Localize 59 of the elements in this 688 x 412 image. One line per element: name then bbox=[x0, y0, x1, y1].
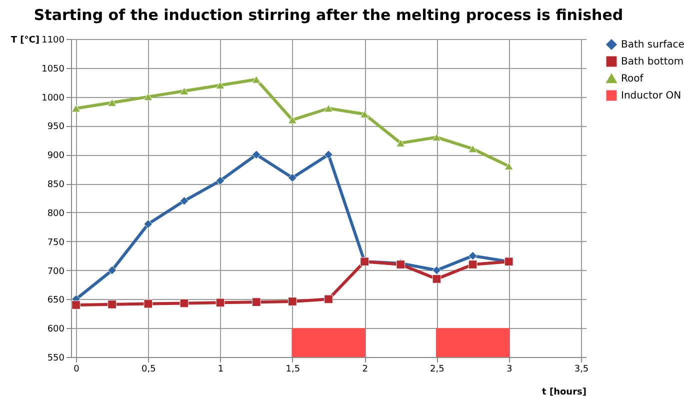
point bbox=[324, 104, 333, 112]
y-tick-label: 800 bbox=[47, 208, 65, 219]
y-tick-label: 650 bbox=[47, 296, 65, 306]
point bbox=[216, 81, 225, 90]
point bbox=[396, 139, 406, 147]
point bbox=[324, 150, 333, 160]
point bbox=[468, 260, 478, 269]
legend-label: Bath surface bbox=[621, 40, 684, 50]
point bbox=[108, 266, 117, 275]
y-tick-label: 1000 bbox=[42, 93, 65, 104]
point bbox=[144, 299, 153, 308]
x-tick-label: 2,5 bbox=[430, 364, 444, 374]
x-tick-label: 3,5 bbox=[574, 364, 589, 374]
legend-label: Bath bottom bbox=[621, 56, 684, 68]
point bbox=[252, 298, 261, 307]
x-tick-label: 1,5 bbox=[286, 364, 300, 374]
y-tick-label: 750 bbox=[47, 238, 65, 248]
x-tick-label: 3 bbox=[506, 364, 512, 374]
x-tick-label: 0,5 bbox=[141, 364, 156, 374]
point bbox=[288, 173, 297, 182]
point bbox=[288, 116, 297, 124]
point bbox=[108, 98, 117, 106]
point bbox=[72, 300, 80, 310]
point bbox=[180, 298, 189, 308]
point bbox=[432, 266, 442, 275]
y-tick-label: 550 bbox=[47, 354, 65, 364]
point bbox=[360, 110, 370, 118]
x-tick-label: 2 bbox=[362, 364, 368, 374]
x-tick-label: 0 bbox=[74, 364, 80, 374]
point bbox=[252, 150, 261, 160]
point bbox=[432, 133, 442, 142]
legend-label: Inductor ON bbox=[621, 90, 682, 102]
point bbox=[468, 251, 478, 260]
y-tick-label: 950 bbox=[47, 122, 65, 132]
point bbox=[324, 294, 333, 304]
point bbox=[504, 162, 514, 170]
point bbox=[252, 76, 261, 84]
point bbox=[144, 220, 153, 228]
point bbox=[108, 300, 117, 309]
y-tick-label: 700 bbox=[47, 266, 65, 277]
legend-label: Roof bbox=[621, 74, 644, 84]
chart-title: Starting of the induction stirring after the melting process is finished bbox=[34, 6, 624, 24]
point bbox=[72, 104, 80, 112]
point bbox=[180, 196, 189, 206]
point bbox=[432, 274, 442, 284]
y-tick-label: 850 bbox=[47, 180, 65, 190]
point bbox=[216, 298, 225, 308]
point bbox=[144, 92, 153, 101]
y-tick-label: 900 bbox=[47, 151, 65, 162]
y-tick-label: 1050 bbox=[42, 64, 65, 74]
x-axis-title: t [hours] bbox=[542, 388, 586, 398]
point bbox=[216, 176, 225, 186]
y-axis-title: T [°C] bbox=[10, 36, 40, 46]
x-tick-label: 1 bbox=[218, 364, 224, 374]
point bbox=[468, 144, 478, 153]
y-tick-label: 600 bbox=[47, 324, 65, 335]
point bbox=[180, 87, 189, 95]
y-tick-label: 1100 bbox=[42, 36, 65, 46]
point bbox=[288, 297, 297, 306]
